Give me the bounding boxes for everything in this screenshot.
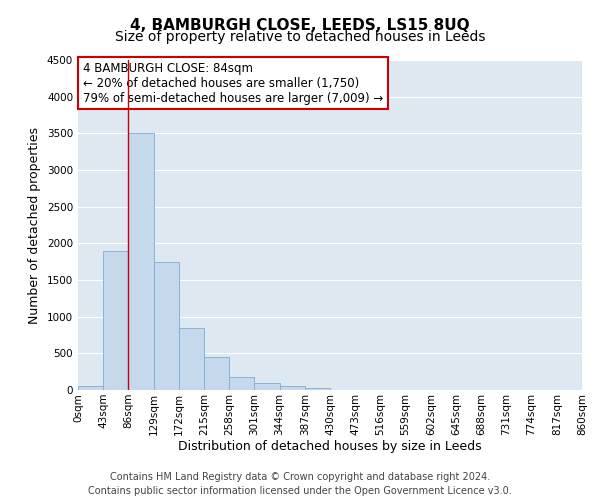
Text: 4, BAMBURGH CLOSE, LEEDS, LS15 8UQ: 4, BAMBURGH CLOSE, LEEDS, LS15 8UQ	[130, 18, 470, 32]
Bar	[229, 377, 254, 390]
Text: Contains HM Land Registry data © Crown copyright and database right 2024.: Contains HM Land Registry data © Crown c…	[110, 472, 490, 482]
Bar	[128, 134, 154, 390]
Bar	[103, 250, 128, 390]
Bar	[154, 262, 179, 390]
Bar	[204, 357, 229, 390]
Text: 4 BAMBURGH CLOSE: 84sqm
← 20% of detached houses are smaller (1,750)
79% of semi: 4 BAMBURGH CLOSE: 84sqm ← 20% of detache…	[83, 62, 383, 104]
Bar	[179, 328, 204, 390]
Bar	[78, 386, 103, 390]
Text: Size of property relative to detached houses in Leeds: Size of property relative to detached ho…	[115, 30, 485, 44]
Bar	[305, 388, 330, 390]
Bar	[254, 382, 280, 390]
X-axis label: Distribution of detached houses by size in Leeds: Distribution of detached houses by size …	[178, 440, 482, 454]
Bar	[280, 386, 305, 390]
Text: Contains public sector information licensed under the Open Government Licence v3: Contains public sector information licen…	[88, 486, 512, 496]
Y-axis label: Number of detached properties: Number of detached properties	[28, 126, 41, 324]
